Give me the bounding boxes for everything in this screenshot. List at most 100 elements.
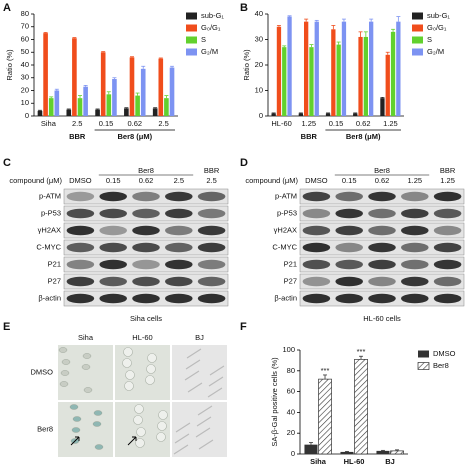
group-label: BBR	[69, 132, 86, 141]
blot-band	[401, 293, 429, 304]
group-label: BBR	[440, 166, 456, 175]
cell	[146, 364, 156, 374]
legend-swatch	[412, 12, 423, 20]
row-label: p-P53	[277, 208, 297, 217]
blot-band	[66, 191, 95, 202]
fibroblast	[187, 382, 203, 393]
bar	[83, 86, 88, 116]
panel-label: F	[240, 321, 247, 333]
fibroblast	[207, 387, 223, 398]
fibroblast	[175, 422, 191, 433]
significance: ***	[321, 366, 330, 375]
bar	[106, 94, 112, 116]
blot-band	[132, 293, 160, 304]
fibroblast	[186, 348, 202, 359]
blot-band	[99, 225, 127, 236]
blot-band	[401, 276, 429, 287]
cell	[61, 359, 71, 365]
micrograph	[171, 344, 228, 401]
panel-label: C	[3, 157, 11, 169]
legend-label: S	[201, 35, 206, 44]
blot-band	[335, 208, 363, 219]
legend-swatch	[412, 24, 423, 32]
cell	[123, 347, 133, 357]
lane-label: 0.62	[139, 176, 154, 185]
bar	[340, 451, 354, 454]
legend-label: DMSO	[433, 349, 456, 358]
group-label: Ber8 (μM)	[346, 132, 381, 141]
row-label: p-ATM	[39, 191, 61, 200]
compound-label: compound (μM)	[9, 176, 62, 185]
legend-label: sub-G₁	[427, 11, 450, 20]
x-tick-label: 0.62	[356, 119, 371, 128]
blot-band	[165, 242, 193, 253]
bar	[72, 38, 77, 116]
y-tick-label: 80	[21, 9, 29, 18]
y-tick-label: 40	[21, 60, 29, 69]
bar	[152, 108, 158, 116]
blot-band	[197, 276, 226, 287]
blot-caption: Siha cells	[130, 314, 162, 323]
legend-label: G₀/G₁	[201, 23, 221, 32]
y-tick-label: 0	[291, 449, 295, 458]
blot-band	[99, 259, 127, 270]
bar	[164, 98, 169, 116]
bar	[54, 90, 60, 116]
row-label: C-MYC	[272, 242, 297, 251]
bar	[100, 52, 106, 116]
y-tick-label: 0	[25, 111, 29, 120]
cell	[58, 347, 68, 353]
bar	[77, 98, 83, 116]
cell	[136, 427, 146, 437]
bar	[298, 113, 303, 116]
x-tick-label: 2.5	[158, 119, 168, 128]
bar	[304, 444, 318, 454]
cell	[135, 438, 145, 448]
blot-band	[197, 191, 226, 202]
x-tick-label: BJ	[385, 457, 395, 466]
bar	[385, 54, 390, 116]
x-tick-label: 0.15	[329, 119, 344, 128]
blot-band	[302, 259, 331, 270]
blot-band	[197, 293, 226, 304]
blot-band	[165, 225, 193, 236]
group-label: Ber8	[374, 166, 390, 175]
cell	[81, 364, 91, 370]
row-label: γH2AX	[38, 225, 61, 234]
cell	[157, 421, 167, 431]
blot-band	[368, 191, 396, 202]
arrow	[127, 436, 137, 446]
blot-band	[99, 276, 127, 287]
bar	[158, 58, 164, 116]
y-tick-label: 100	[282, 345, 295, 354]
lane-label: 1.25	[440, 176, 455, 185]
blot-band	[302, 276, 331, 287]
bar	[380, 98, 385, 116]
cell	[124, 381, 134, 391]
fibroblast	[208, 376, 224, 387]
row-label: P21	[284, 259, 297, 268]
cell	[60, 370, 70, 376]
bar	[287, 16, 292, 116]
blot-band	[197, 208, 226, 219]
bar	[314, 21, 319, 116]
cell	[147, 353, 157, 363]
bar	[390, 31, 396, 117]
bar	[354, 359, 368, 455]
blot-band	[66, 276, 95, 287]
row-label: β-actin	[38, 293, 61, 302]
column-label: HL-60	[132, 333, 152, 342]
blot-band	[368, 293, 396, 304]
y-tick-label: 40	[287, 407, 295, 416]
y-tick-label: 20	[287, 428, 295, 437]
cell	[133, 415, 143, 425]
legend-swatch	[417, 362, 430, 370]
fibroblast	[195, 427, 211, 438]
panel-label: A	[3, 2, 11, 14]
column-label: Siha	[78, 333, 94, 342]
cell	[59, 381, 69, 387]
y-axis-label: Ratio (%)	[5, 49, 14, 81]
panel-label: E	[3, 321, 10, 333]
cell	[145, 375, 155, 385]
